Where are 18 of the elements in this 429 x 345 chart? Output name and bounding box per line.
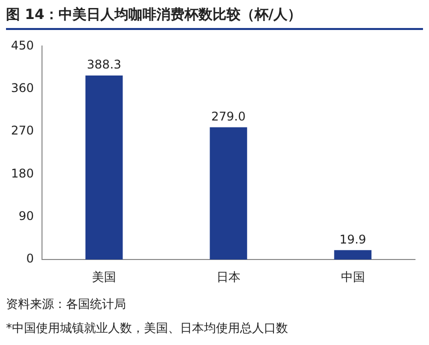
- y-tick-label: 360: [11, 81, 34, 96]
- x-tick-label: 中国: [340, 270, 365, 284]
- y-tick-label: 90: [18, 209, 34, 224]
- text: *中国使用城镇就业人数，美国、日本均使用总人口数: [6, 320, 288, 337]
- bar: [210, 127, 248, 260]
- data-label: 279.0: [211, 109, 246, 124]
- data-label: 19.9: [339, 232, 366, 246]
- y-tick-label: 0: [26, 252, 34, 266]
- text: 资料来源：各国统计局: [6, 296, 126, 313]
- bar: [334, 250, 372, 260]
- chart-title: 图 14：中美日人均咖啡消费杯数比较（杯/人）: [6, 6, 423, 30]
- x-tick-label: 美国: [92, 270, 116, 284]
- y-tick-label: 270: [11, 124, 34, 138]
- data-label: 388.3: [86, 58, 122, 72]
- y-tick-label: 180: [11, 166, 34, 180]
- y-tick-label: 450: [11, 38, 34, 52]
- x-tick-label: 日本: [216, 270, 240, 284]
- bar: [85, 75, 123, 260]
